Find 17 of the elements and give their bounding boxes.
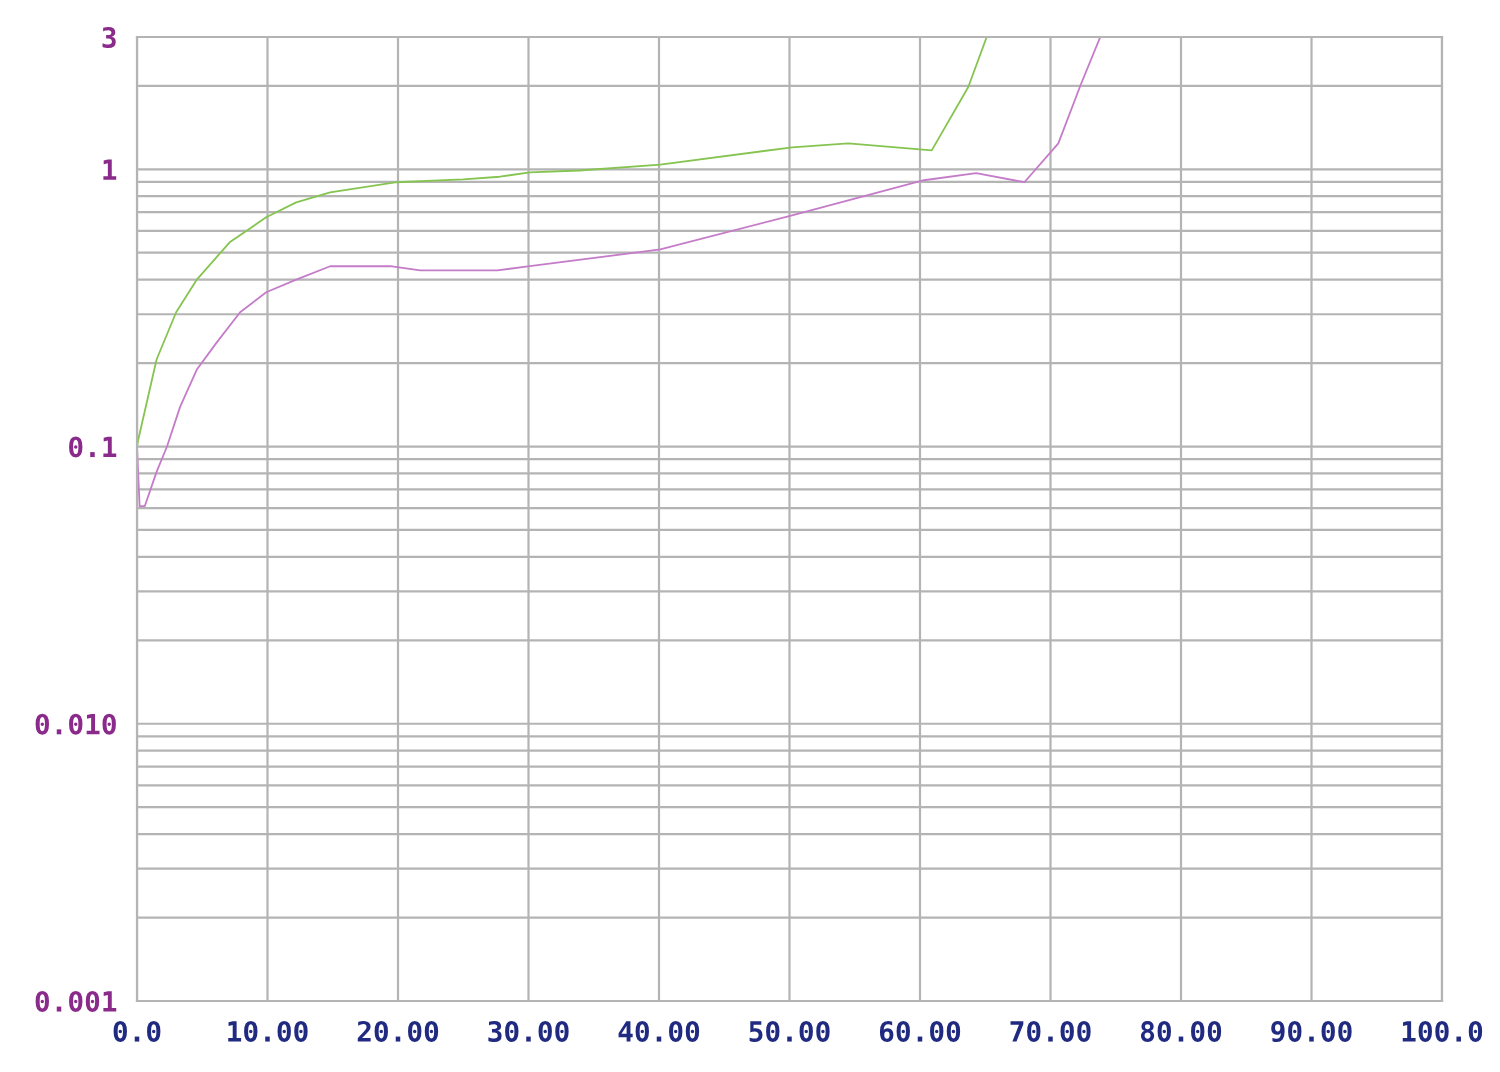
y-tick-label: 0.010 [35,713,116,735]
x-tick-label: 30.00 [488,1020,569,1042]
y-tick-label: 3 [102,26,116,48]
x-tick-label: 90.00 [1271,1020,1352,1043]
y-tick-label: 0.1 [69,436,117,458]
x-tick-label: 60.00 [879,1020,961,1042]
y-tick-label: 1 [103,159,117,180]
x-tick-label: 40.00 [618,1020,700,1042]
x-tick-label: 20.00 [357,1020,439,1042]
line-series [137,37,1101,507]
x-tick-label: 80.00 [1140,1020,1222,1042]
x-tick-label: 100.0 [1402,1020,1483,1042]
x-tick-label: 0.0 [113,1020,161,1042]
x-tick-label: 10.00 [228,1020,308,1042]
y-tick-label: 0.001 [35,990,117,1012]
x-tick-label: 50.00 [749,1020,830,1042]
x-tick-label: 70.00 [1010,1020,1091,1042]
